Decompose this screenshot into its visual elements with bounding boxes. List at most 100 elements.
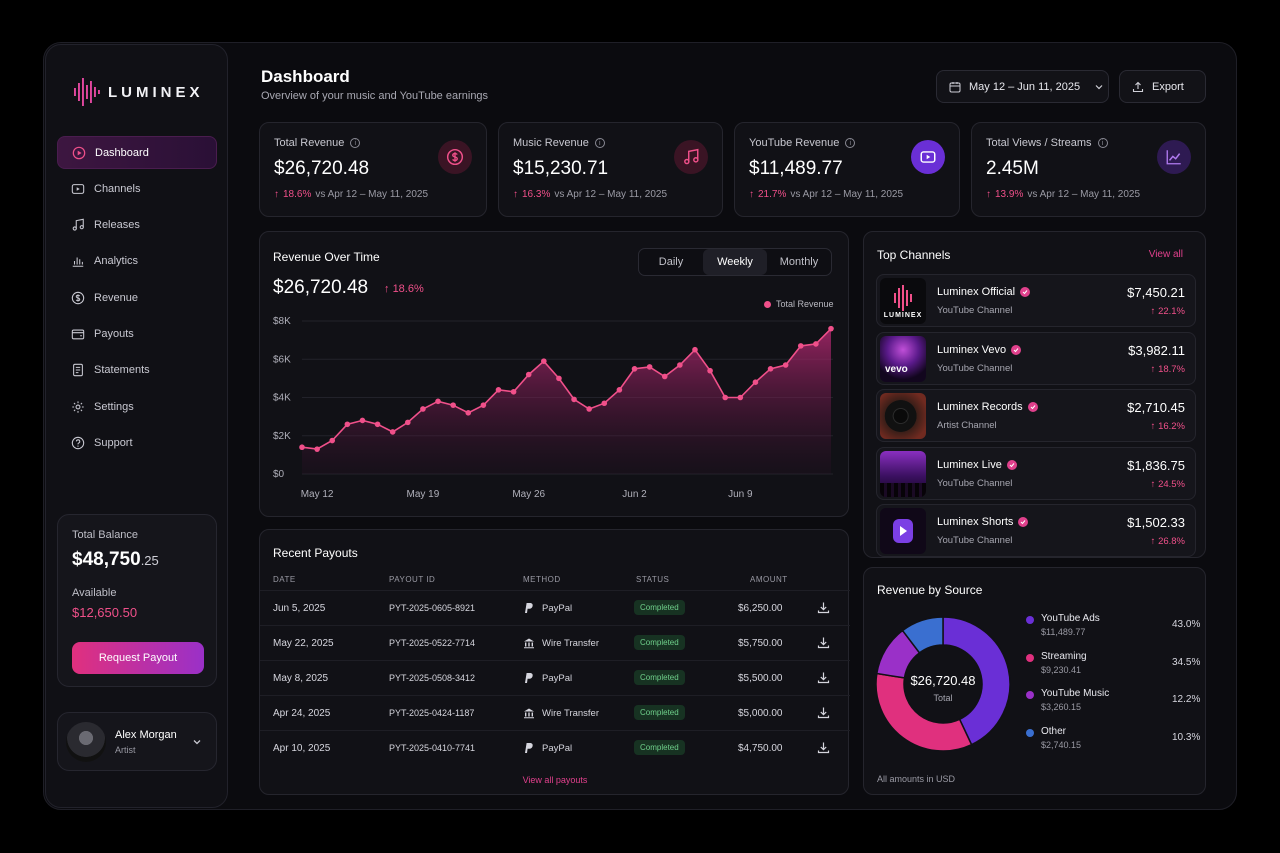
table-row[interactable]: May 8, 2025 PYT-2025-0508-3412 PayPal Compl… bbox=[260, 660, 850, 695]
data-point[interactable] bbox=[752, 379, 759, 385]
data-point[interactable] bbox=[556, 375, 562, 382]
info-icon[interactable]: i bbox=[350, 138, 361, 148]
revenue-area-chart: $0 $2K $4K $6K $8K May 12 May 19 May 26 Jun 2 Jun… bbox=[273, 316, 834, 500]
channel-row[interactable]: Luminex Live YouTube Channel $1,836.75 ↑ 24… bbox=[876, 446, 1196, 500]
table-row[interactable]: Apr 10, 2025 PYT-2025-0410-7741 PayPal Comp… bbox=[260, 730, 850, 765]
tab-monthly[interactable]: Monthly bbox=[779, 256, 819, 268]
brand-name: LUMINEX bbox=[108, 83, 204, 101]
data-point[interactable] bbox=[495, 387, 502, 393]
brand-logo[interactable]: LUMINEX bbox=[74, 78, 204, 106]
view-all-channels-link[interactable]: View all bbox=[1148, 249, 1183, 260]
sidebar-item-support[interactable]: Support bbox=[57, 426, 217, 459]
data-point[interactable] bbox=[435, 398, 441, 405]
download-icon[interactable] bbox=[817, 636, 830, 652]
export-button[interactable]: Export bbox=[1119, 70, 1206, 103]
table-row[interactable]: Jun 5, 2025 PYT-2025-0605-8921 PayPal Compl… bbox=[260, 590, 850, 625]
source-legend-item[interactable]: YouTube Ads $11,489.77 43.0% bbox=[1026, 613, 1206, 643]
channel-row[interactable]: Luminex Shorts YouTube Channel $1,502.33 ↑ … bbox=[876, 504, 1196, 558]
source-percent: 43.0% bbox=[1172, 619, 1201, 630]
sidebar-item-releases[interactable]: Releases bbox=[57, 209, 217, 242]
download-icon[interactable] bbox=[817, 741, 830, 757]
donut-slice-youtube-ads[interactable] bbox=[942, 616, 1011, 746]
info-icon[interactable]: i bbox=[594, 138, 605, 148]
data-point[interactable] bbox=[480, 402, 487, 408]
kpi-youtube-revenue[interactable]: YouTube Revenue i $11,489.77 ↑ 21.7% vs Apr… bbox=[734, 122, 960, 217]
table-row[interactable]: May 22, 2025 PYT-2025-0522-7714 Wire Trans… bbox=[260, 625, 850, 660]
data-point[interactable] bbox=[646, 364, 653, 370]
source-legend-item[interactable]: YouTube Music $3,260.15 12.2% bbox=[1026, 688, 1206, 718]
donut-slice-streaming[interactable] bbox=[876, 672, 973, 752]
revenue-total-value: $26,720.48 bbox=[273, 277, 369, 298]
sidebar-item-statements[interactable]: Statements bbox=[57, 354, 217, 387]
data-point[interactable] bbox=[737, 394, 744, 401]
data-point[interactable] bbox=[299, 444, 305, 451]
status-badge: Completed bbox=[634, 670, 685, 685]
data-point[interactable] bbox=[631, 366, 638, 372]
sidebar-item-payouts[interactable]: Payouts bbox=[57, 317, 217, 350]
data-point[interactable] bbox=[510, 388, 517, 395]
kpi-total-revenue[interactable]: Total Revenue i $26,720.48 ↑ 18.6% vs Apr 1… bbox=[259, 122, 487, 217]
data-point[interactable] bbox=[797, 343, 804, 349]
data-point[interactable] bbox=[767, 366, 774, 372]
data-point[interactable] bbox=[616, 387, 623, 393]
data-point[interactable] bbox=[541, 358, 547, 364]
channel-row[interactable]: vevo Luminex Vevo YouTube Channel $3,982.11… bbox=[876, 331, 1196, 385]
data-point[interactable] bbox=[707, 367, 713, 374]
data-point[interactable] bbox=[420, 406, 426, 412]
data-point[interactable] bbox=[525, 371, 532, 378]
kpi-music-revenue[interactable]: Music Revenue i $15,230.71 ↑ 16.3% vs Apr 1… bbox=[498, 122, 723, 217]
view-all-payouts-link[interactable]: View all payouts bbox=[522, 775, 588, 785]
sidebar-item-analytics[interactable]: Analytics bbox=[57, 245, 217, 278]
data-point[interactable] bbox=[601, 400, 608, 407]
data-point[interactable] bbox=[828, 325, 834, 332]
user-profile-menu[interactable]: Alex Morgan Artist bbox=[57, 712, 217, 771]
data-point[interactable] bbox=[374, 421, 381, 428]
data-point[interactable] bbox=[329, 437, 336, 444]
data-point[interactable] bbox=[722, 394, 728, 401]
legend-dot bbox=[1026, 653, 1034, 662]
data-point[interactable] bbox=[692, 346, 698, 353]
date-range-picker[interactable]: May 12 – Jun 11, 2025 bbox=[936, 70, 1109, 103]
kpi-total-views[interactable]: Total Views / Streams i 2.45M ↑ 13.9% vs Ap… bbox=[971, 122, 1206, 217]
tab-daily[interactable]: Daily bbox=[658, 256, 684, 268]
data-point[interactable] bbox=[677, 362, 683, 368]
sidebar-item-revenue[interactable]: Revenue bbox=[57, 281, 217, 314]
data-point[interactable] bbox=[389, 429, 396, 435]
download-icon[interactable] bbox=[817, 601, 830, 617]
data-point[interactable] bbox=[405, 419, 411, 426]
music-note-icon bbox=[674, 140, 708, 174]
sidebar-item-dashboard[interactable]: Dashboard bbox=[57, 136, 217, 169]
data-point[interactable] bbox=[465, 410, 472, 416]
column-header-method: METHOD bbox=[523, 575, 561, 584]
data-point[interactable] bbox=[661, 373, 668, 380]
download-icon[interactable] bbox=[817, 706, 830, 722]
source-legend-item[interactable]: Other $2,740.15 10.3% bbox=[1026, 726, 1206, 756]
data-point[interactable] bbox=[450, 402, 456, 408]
request-payout-button[interactable]: Request Payout bbox=[72, 642, 204, 674]
info-icon[interactable]: i bbox=[1097, 138, 1108, 148]
data-point[interactable] bbox=[586, 406, 592, 412]
channel-row[interactable]: LUMINEX Luminex Official YouTube Channel $7… bbox=[876, 274, 1196, 327]
total-balance-label: Total Balance bbox=[72, 529, 139, 541]
available-label: Available bbox=[72, 587, 117, 599]
data-point[interactable] bbox=[344, 421, 351, 428]
channel-row[interactable]: Luminex Records Artist Channel $2,710.45 ↑ … bbox=[876, 389, 1196, 443]
download-icon[interactable] bbox=[817, 671, 830, 687]
tab-weekly[interactable]: Weekly bbox=[703, 249, 767, 275]
data-point[interactable] bbox=[813, 341, 819, 347]
data-point[interactable] bbox=[314, 446, 320, 452]
data-point[interactable] bbox=[782, 362, 789, 368]
sidebar-item-settings[interactable]: Settings bbox=[57, 390, 217, 423]
data-point[interactable] bbox=[571, 396, 577, 403]
sidebar-item-label: Channels bbox=[94, 182, 141, 195]
sidebar-item-channels[interactable]: Channels bbox=[57, 172, 217, 205]
source-legend-item[interactable]: Streaming $9,230.41 34.5% bbox=[1026, 651, 1206, 681]
payout-id: PYT-2025-0522-7714 bbox=[389, 638, 476, 648]
table-row[interactable]: Apr 24, 2025 PYT-2025-0424-1187 Wire Trans… bbox=[260, 695, 850, 730]
period-tabs: Daily Weekly Monthly bbox=[638, 248, 832, 276]
data-point[interactable] bbox=[359, 417, 366, 424]
donut-slice-other[interactable] bbox=[901, 616, 944, 654]
info-icon[interactable]: i bbox=[845, 138, 856, 148]
sidebar-item-label: Revenue bbox=[94, 291, 139, 304]
arrow-up-icon: ↑ bbox=[986, 189, 991, 200]
